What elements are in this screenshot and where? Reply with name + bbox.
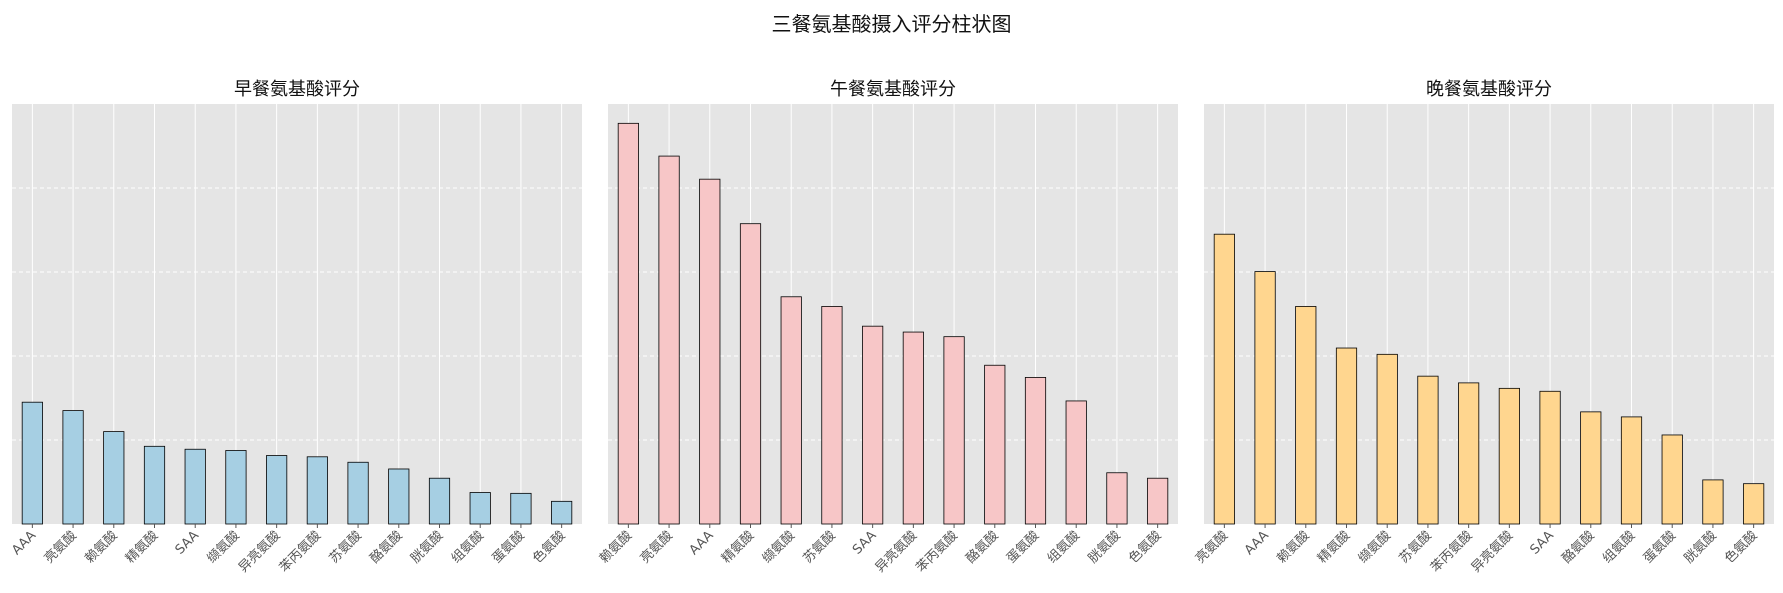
x-tick-label: AAA (687, 528, 717, 558)
bar (1295, 306, 1317, 525)
chart-main-title: 三餐氨基酸摄入评分柱状图 (771, 12, 1012, 36)
bar (902, 331, 924, 525)
x-tick-label: SAA (850, 528, 880, 558)
x-tick-label: 缬氨酸 (205, 528, 243, 566)
bar (984, 364, 1006, 525)
bar (1417, 375, 1439, 525)
plot-background (1204, 104, 1774, 524)
panel-title: 午餐氨基酸评分 (830, 79, 956, 100)
bar (143, 445, 166, 525)
x-tick-label: 苯丙氨酸 (277, 528, 324, 575)
x-tick-label: 蛋氨酸 (1641, 528, 1679, 566)
plot-background (608, 104, 1178, 524)
bar (739, 223, 762, 525)
x-tick-label: 异亮氨酸 (1468, 528, 1516, 576)
bar (21, 401, 43, 525)
x-tick-label: 赖氨酸 (597, 528, 635, 566)
x-tick-label: 精氨酸 (123, 528, 161, 566)
bar (469, 492, 491, 525)
x-tick-label: 组氨酸 (1600, 528, 1638, 566)
bar (862, 325, 884, 525)
bar (62, 410, 84, 525)
x-tick-label: 亮氨酸 (637, 528, 676, 567)
bar (617, 122, 639, 525)
x-tick-label: 异亮氨酸 (872, 528, 920, 576)
bar (1498, 387, 1520, 525)
bar (428, 477, 451, 525)
x-tick-label: AAA (9, 528, 39, 558)
bar (1458, 382, 1480, 525)
bar (225, 450, 247, 525)
bar (1024, 377, 1047, 525)
bar (1147, 477, 1169, 525)
x-tick-label: 精氨酸 (1315, 528, 1353, 566)
x-tick-label: 胱氨酸 (1682, 528, 1720, 566)
bar (1539, 390, 1561, 525)
x-tick-label: AAA (1242, 528, 1272, 558)
bar (103, 431, 125, 525)
x-tick-label: 赖氨酸 (82, 528, 120, 566)
x-tick-label: 亮氨酸 (1192, 528, 1231, 567)
x-tick-label: 色氨酸 (1722, 528, 1761, 567)
bar (551, 500, 573, 525)
x-tick-label: 色氨酸 (530, 528, 569, 567)
bar (1580, 411, 1602, 525)
panel-title: 晚餐氨基酸评分 (1426, 79, 1552, 100)
x-tick-label: 缬氨酸 (760, 528, 798, 566)
x-tick-label: SAA (173, 528, 203, 558)
x-tick-label: 胱氨酸 (1086, 528, 1124, 566)
bar (943, 336, 965, 525)
bar (699, 178, 721, 525)
bar (1661, 434, 1683, 525)
bar (266, 455, 288, 525)
x-tick-label: 异亮氨酸 (235, 528, 283, 576)
bar (821, 306, 843, 525)
bar (510, 492, 532, 525)
x-tick-label: 苯丙氨酸 (914, 528, 961, 575)
x-tick-label: SAA (1527, 528, 1557, 558)
bar (1620, 416, 1643, 525)
x-tick-label: 胱氨酸 (408, 528, 446, 566)
x-tick-label: 苏氨酸 (1396, 528, 1435, 567)
x-tick-label: 赖氨酸 (1274, 528, 1312, 566)
bar (1065, 400, 1087, 525)
x-tick-label: 蛋氨酸 (1004, 528, 1042, 566)
bar (1254, 271, 1276, 525)
bar (1743, 483, 1765, 525)
x-tick-label: 苯丙氨酸 (1428, 528, 1475, 575)
bar (780, 296, 802, 525)
x-tick-label: 酪氨酸 (1559, 528, 1598, 567)
bar (388, 468, 410, 525)
bar (1702, 479, 1724, 525)
bar (1335, 347, 1358, 525)
x-tick-label: 缬氨酸 (1356, 528, 1394, 566)
plot-background (12, 104, 582, 524)
panel-title: 早餐氨基酸评分 (234, 79, 360, 100)
bar (184, 448, 206, 525)
x-tick-label: 精氨酸 (719, 528, 757, 566)
x-tick-label: 组氨酸 (1045, 528, 1083, 566)
bar (347, 461, 369, 525)
x-tick-label: 蛋氨酸 (490, 528, 528, 566)
x-tick-label: 色氨酸 (1126, 528, 1165, 567)
x-tick-label: 酪氨酸 (963, 528, 1002, 567)
bar (1106, 472, 1128, 525)
x-tick-label: 苏氨酸 (326, 528, 365, 567)
bar (1213, 233, 1235, 525)
x-tick-label: 酪氨酸 (367, 528, 406, 567)
x-tick-label: 苏氨酸 (800, 528, 839, 567)
bar (306, 456, 328, 525)
x-tick-label: 亮氨酸 (41, 528, 80, 567)
x-tick-label: 组氨酸 (449, 528, 487, 566)
bar (1376, 353, 1398, 525)
bar (658, 155, 680, 525)
